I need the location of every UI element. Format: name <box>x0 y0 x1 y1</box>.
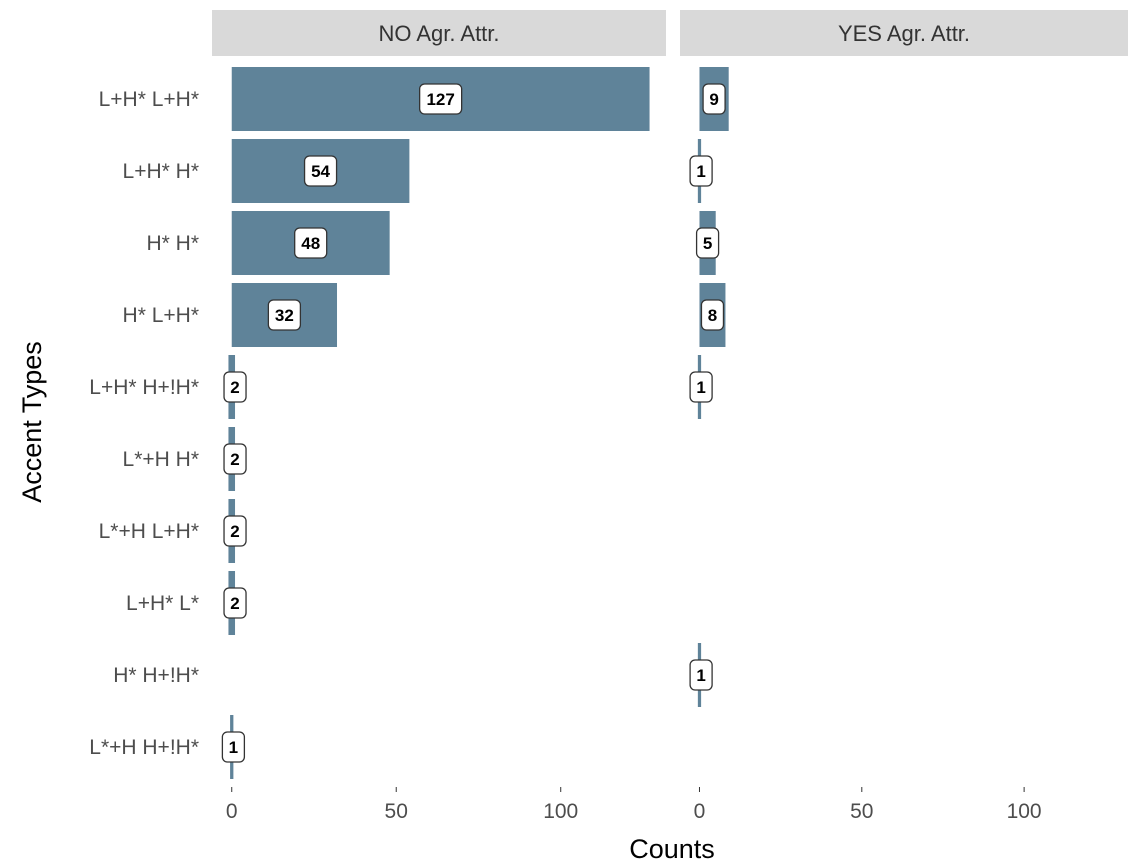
bar-label-box <box>223 515 247 547</box>
bar-value-label: 1 <box>689 659 713 691</box>
category-tick-label: L*+H H* <box>123 448 199 471</box>
y-axis-title: Accent Types <box>17 341 47 503</box>
bar-label-box <box>267 299 302 331</box>
bar-label-text: 2 <box>230 594 239 613</box>
x-axis-title: Counts <box>629 834 715 864</box>
bar-label-box <box>221 731 246 763</box>
bar-label-text: 8 <box>708 306 717 325</box>
bar-label-box <box>294 227 328 259</box>
bar-label-text: 1 <box>229 738 238 757</box>
bar-label-text: 2 <box>230 378 239 397</box>
facet-strip <box>680 10 1128 56</box>
category-tick-label: L+H* L+H* <box>99 88 199 111</box>
category-tick-label: H* L+H* <box>123 304 199 327</box>
bar-label-text: 127 <box>426 90 454 109</box>
bar-value-label: 1 <box>689 371 713 403</box>
bar-label-text: 32 <box>275 306 294 325</box>
bar-value-label: 8 <box>700 299 725 331</box>
bar-label-box <box>223 371 247 403</box>
bar-value-label: 2 <box>223 587 247 619</box>
bar-label-box <box>700 299 725 331</box>
bar-value-label: 5 <box>695 227 720 259</box>
bar-label-text: 54 <box>311 162 330 181</box>
x-tick-label: 0 <box>694 800 706 823</box>
category-tick-label: L+H* H* <box>123 160 199 183</box>
bar-value-label: 9 <box>702 83 726 115</box>
x-axes: 0 50 100 0 50 100 <box>226 787 1042 823</box>
bar-label-box <box>303 155 338 187</box>
bar-value-label: 32 <box>267 299 302 331</box>
bar-label-box <box>418 83 463 115</box>
category-tick-label: L*+H H+!H* <box>89 736 199 759</box>
bar-label-box <box>702 83 726 115</box>
bar-label-box <box>223 587 247 619</box>
bar-label-box <box>689 155 713 187</box>
bar-label-text: 9 <box>709 90 718 109</box>
bar-value-label: 127 <box>418 83 463 115</box>
bar-label-text: 1 <box>696 378 705 397</box>
x-tick-label: 0 <box>226 800 238 823</box>
bar-label-text: 1 <box>696 162 705 181</box>
bar-label-text: 2 <box>230 450 239 469</box>
x-tick-label: 100 <box>543 800 578 823</box>
facet-strip-label: YES Agr. Attr. <box>838 21 970 46</box>
category-axis: L+H* L+H* L+H* H* H* H* H* L+H* L+H* H+!H* L*… <box>89 88 199 759</box>
bar-label-text: 5 <box>703 234 712 253</box>
bar-value-label: 1 <box>689 155 713 187</box>
facet-strips: NO Agr. Attr. YES Agr. Attr. <box>212 10 1128 56</box>
bar-value-label: 1 <box>221 731 246 763</box>
bar-label-box <box>689 371 713 403</box>
bar-value-label: 2 <box>223 515 247 547</box>
bar-value-label: 48 <box>294 227 328 259</box>
bars-layer <box>228 67 729 779</box>
bar-value-label: 54 <box>303 155 338 187</box>
x-tick-label: 50 <box>850 800 873 823</box>
bar-label-box <box>689 659 713 691</box>
bar-label-text: 1 <box>696 666 705 685</box>
bar-value-label: 2 <box>223 443 247 475</box>
facet-strip <box>212 10 666 56</box>
bar-label-box <box>695 227 720 259</box>
category-tick-label: H* H+!H* <box>113 664 199 687</box>
bar-label-text: 2 <box>230 522 239 541</box>
bar-label-box <box>223 443 247 475</box>
category-tick-label: H* H* <box>146 232 199 255</box>
category-tick-label: L+H* L* <box>126 592 199 615</box>
category-tick-label: L*+H L+H* <box>99 520 199 543</box>
x-tick-label: 100 <box>1007 800 1042 823</box>
category-tick-label: L+H* H+!H* <box>89 376 199 399</box>
facet-strip-label: NO Agr. Attr. <box>378 21 499 46</box>
bar-value-label: 2 <box>223 371 247 403</box>
bar-label-text: 48 <box>301 234 320 253</box>
x-tick-label: 50 <box>385 800 408 823</box>
